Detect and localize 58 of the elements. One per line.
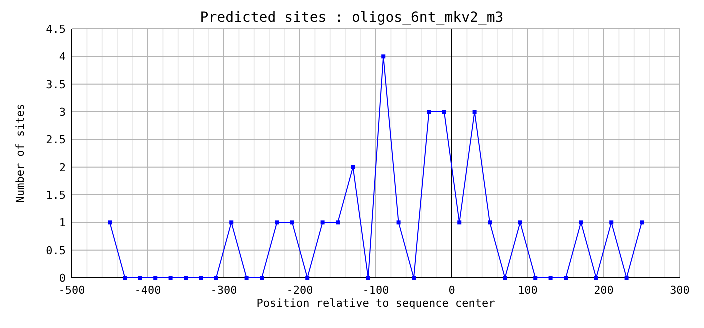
x-axis-title: Position relative to sequence center — [256, 297, 496, 310]
point — [123, 276, 128, 280]
point — [518, 220, 522, 225]
point — [138, 276, 142, 280]
y-tick-label: 2 — [59, 161, 66, 174]
point — [579, 220, 584, 225]
x-tick-label: -500 — [58, 284, 86, 297]
y-axis-title: Number of sites — [14, 104, 27, 204]
y-tick-label: 2.5 — [46, 134, 66, 147]
y-tick-label: 1 — [59, 216, 66, 230]
point — [366, 276, 370, 280]
point — [594, 276, 598, 280]
x-tick-label: -200 — [286, 284, 314, 297]
x-tick-label: -400 — [134, 284, 162, 297]
y-tick-label: 0 — [59, 272, 66, 285]
point — [548, 276, 553, 280]
point — [624, 276, 629, 280]
point — [230, 220, 234, 225]
chart-title: Predicted sites : oligos_6nt_mkv2_m3 — [200, 10, 504, 26]
point — [442, 110, 446, 114]
point — [458, 220, 462, 225]
point — [154, 276, 158, 280]
point — [488, 220, 492, 225]
y-tick-label: 4.5 — [46, 23, 66, 36]
point — [610, 220, 614, 225]
point — [290, 220, 294, 225]
x-tick-label: -100 — [362, 284, 390, 297]
point — [564, 276, 568, 280]
point — [534, 276, 538, 280]
y-tick-label: 3 — [59, 106, 66, 119]
point — [472, 110, 477, 114]
point — [503, 276, 508, 280]
x-tick-label: 100 — [518, 284, 538, 297]
y-tick-label: 0.5 — [46, 244, 66, 258]
y-tick-label: 4 — [59, 50, 66, 64]
x-tick-label: 300 — [670, 284, 690, 297]
point — [320, 220, 325, 225]
point — [427, 110, 432, 114]
point — [640, 220, 644, 225]
point — [260, 276, 264, 280]
point — [214, 276, 218, 280]
x-tick-label: 200 — [594, 284, 614, 297]
point — [275, 220, 280, 225]
point — [306, 276, 310, 280]
x-tick-label: 0 — [448, 284, 456, 297]
point — [336, 220, 340, 225]
x-tick-label: -300 — [210, 284, 238, 297]
point — [382, 54, 386, 59]
point — [412, 276, 416, 280]
point — [396, 220, 401, 225]
y-tick-label: 1.5 — [46, 189, 66, 202]
point — [184, 276, 188, 280]
y-tick-label: 3.5 — [46, 78, 66, 92]
point — [351, 165, 356, 170]
point — [168, 276, 173, 280]
point — [244, 276, 249, 280]
point — [199, 276, 204, 280]
point — [108, 220, 112, 225]
